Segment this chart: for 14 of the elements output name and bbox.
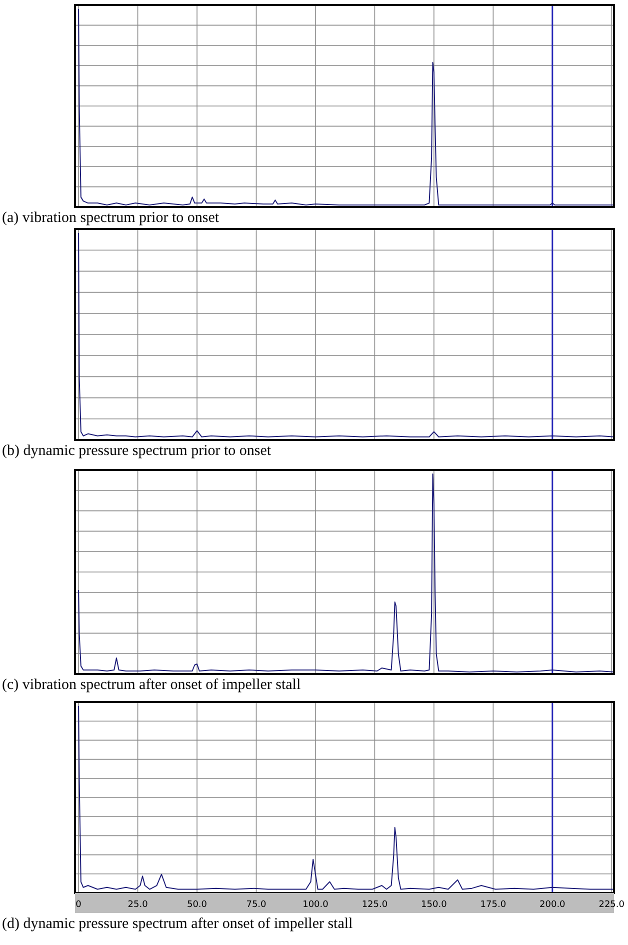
x-tick-label: 125.0 <box>362 900 388 910</box>
x-tick-label: 75.0 <box>246 900 267 910</box>
x-tick-label: 25.0 <box>128 900 148 910</box>
x-tick-label: 225.0 <box>598 900 625 910</box>
x-tick-label: 50.0 <box>186 900 208 910</box>
text: (a) vibration spectrum prior to onset <box>2 210 220 226</box>
x-tick-label: 100.0 <box>302 900 329 910</box>
text: (d) dynamic pressure spectrum after onset of impeller stall <box>2 916 353 932</box>
x-tick-label: 0 <box>76 900 82 910</box>
x-tick-label: 200.0 <box>540 900 566 910</box>
text: (b) dynamic pressure spectrum prior to onset <box>2 443 272 459</box>
text: (c) vibration spectrum after onset of impeller stall <box>2 677 301 693</box>
x-tick-label: 175.0 <box>480 900 506 910</box>
x-tick-label: 150.0 <box>421 900 448 910</box>
